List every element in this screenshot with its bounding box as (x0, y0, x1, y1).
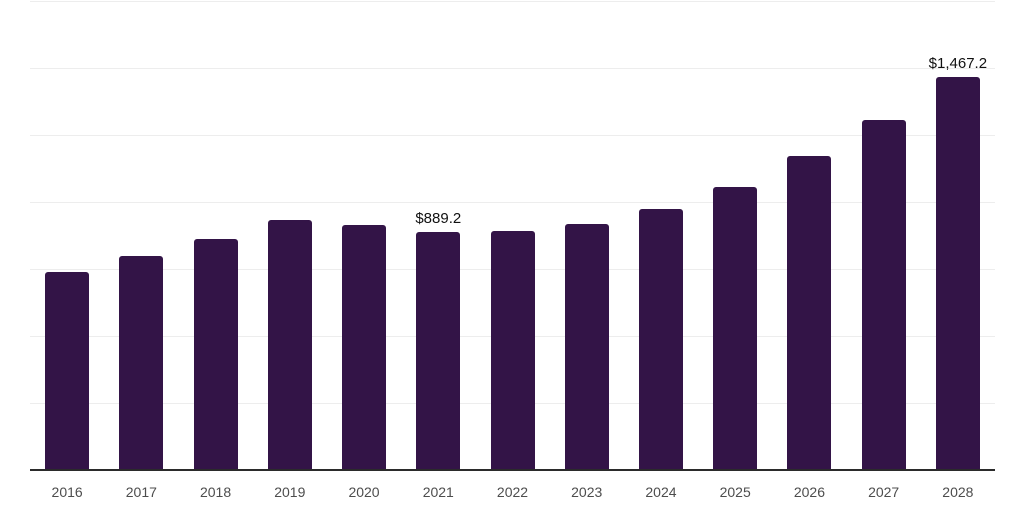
data-label-2028: $1,467.2 (928, 55, 988, 73)
x-tick-label-2027: 2027 (868, 484, 900, 500)
x-tick-label-2026: 2026 (793, 484, 825, 500)
x-tick-label-2028: 2028 (942, 484, 974, 500)
gridline (30, 68, 995, 70)
bar-2023 (564, 224, 609, 470)
gridline (30, 135, 995, 137)
bar-2018 (193, 239, 238, 470)
plot-area: $889.2 $1,467.2 (30, 0, 995, 471)
x-tick-label-2016: 2016 (51, 484, 83, 500)
bar-2024 (638, 209, 683, 470)
bar-2016 (45, 271, 90, 470)
x-tick-label-2024: 2024 (645, 484, 677, 500)
x-tick-label-2020: 2020 (348, 484, 380, 500)
gridline (30, 1, 995, 3)
x-tick-label-2022: 2022 (496, 484, 529, 500)
bar-2027 (861, 120, 906, 470)
bar-2028 (935, 77, 980, 470)
bar-2025 (713, 186, 758, 470)
x-tick-label-2023: 2023 (571, 484, 603, 500)
bar-2019 (267, 219, 312, 470)
bar-2020 (342, 224, 387, 470)
x-tick-label-2017: 2017 (125, 484, 157, 500)
x-tick-label-2021: 2021 (422, 484, 454, 500)
x-tick-label-2025: 2025 (719, 484, 751, 500)
bar-2022 (490, 231, 535, 470)
x-tick-label-2018: 2018 (199, 484, 232, 500)
x-axis-line (30, 469, 995, 471)
bar-2026 (787, 156, 832, 470)
gridline (30, 202, 995, 204)
bar-2017 (119, 256, 164, 470)
bar-2021 (416, 231, 461, 470)
data-label-2021: $889.2 (415, 209, 462, 227)
x-tick-label-2019: 2019 (274, 484, 306, 500)
